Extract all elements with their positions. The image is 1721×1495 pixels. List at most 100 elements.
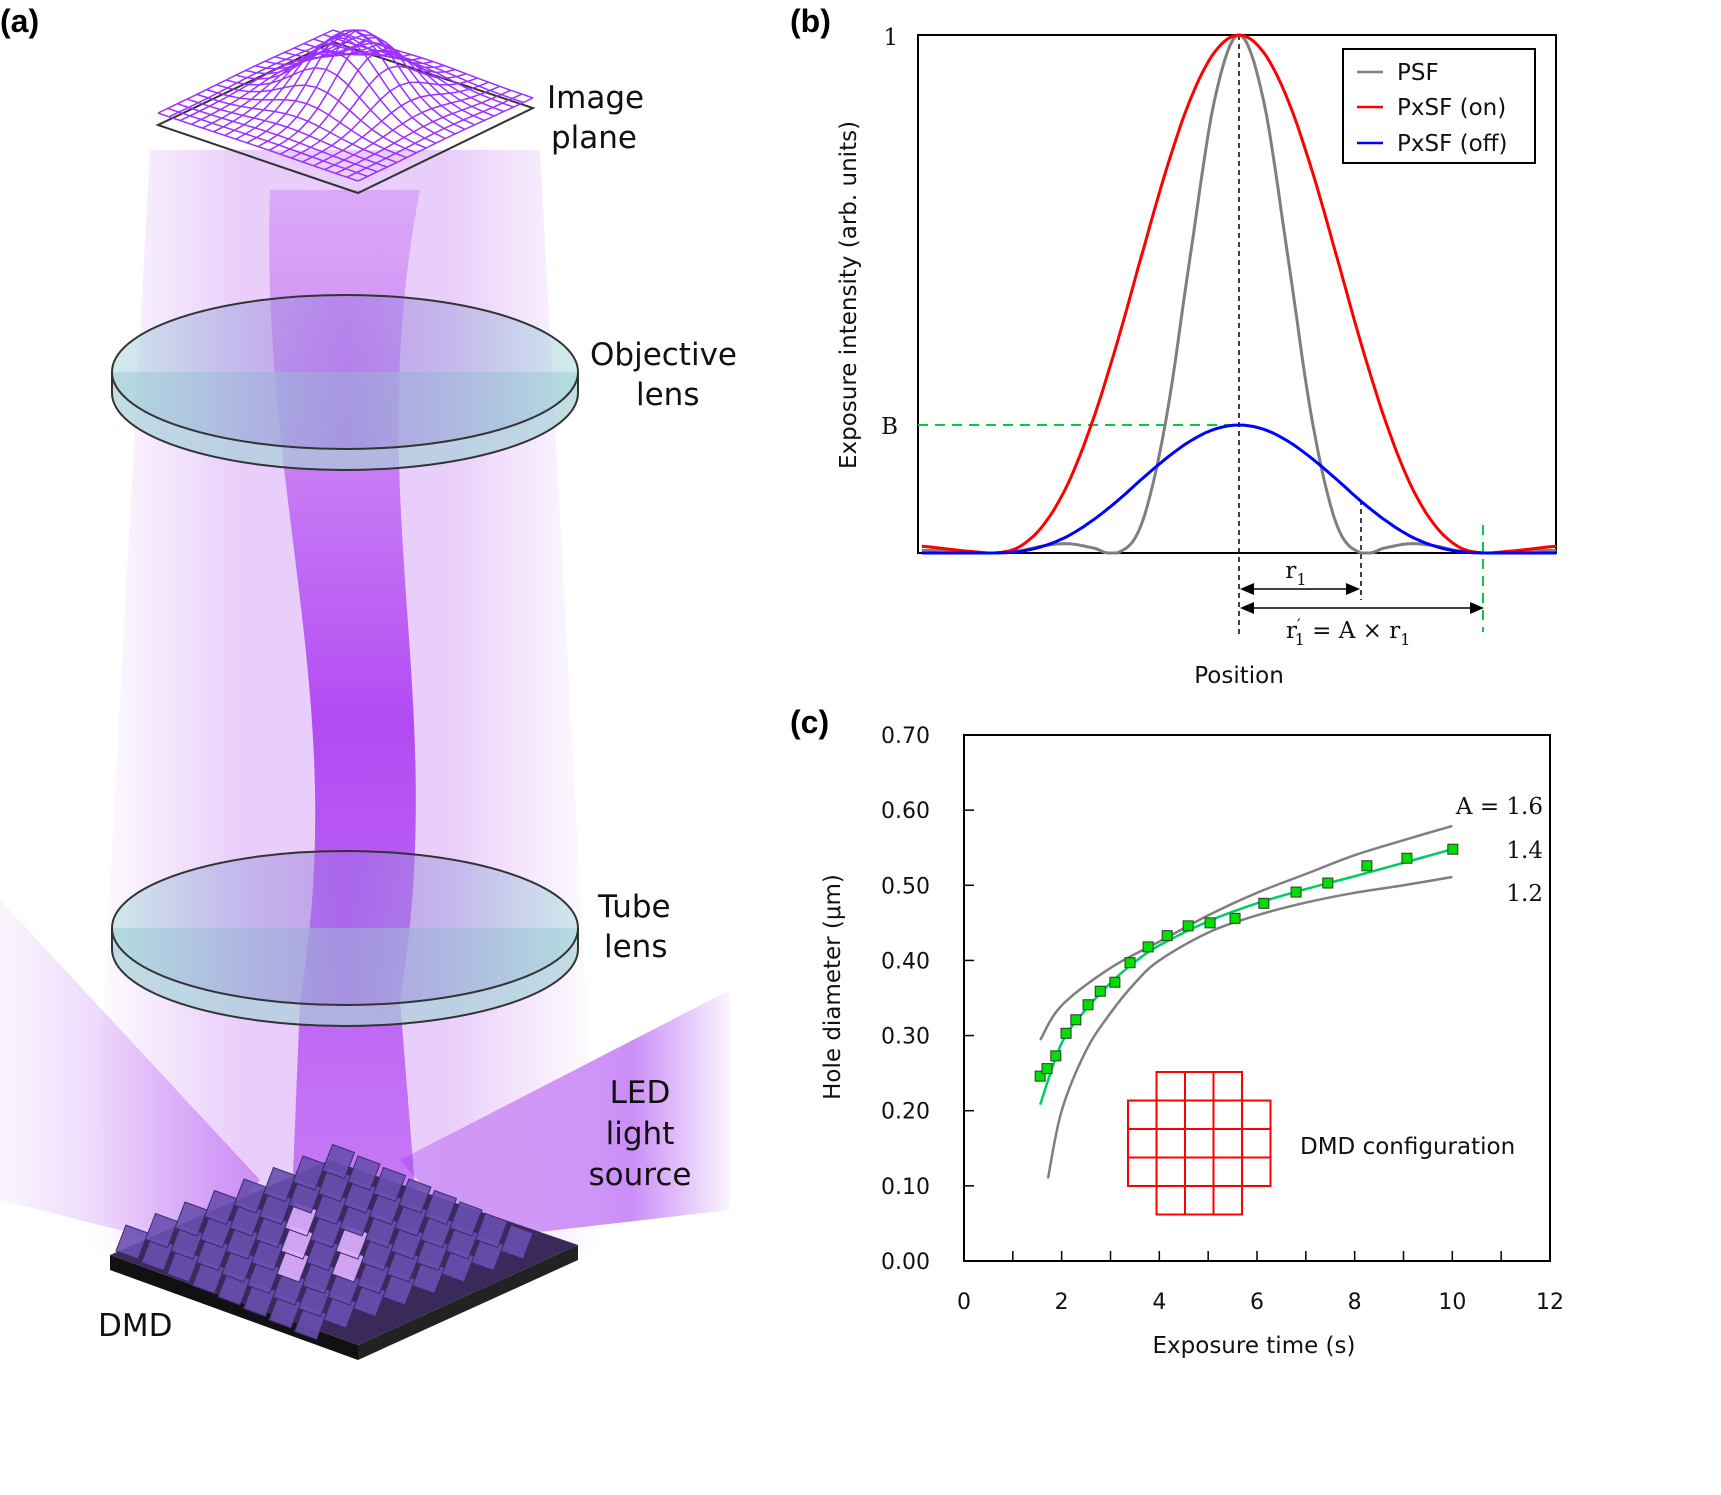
intensity-mesh bbox=[157, 29, 534, 182]
ytick-label: 0.00 bbox=[881, 1250, 930, 1275]
mesh-line bbox=[324, 85, 500, 171]
xtick-label: 4 bbox=[1152, 1290, 1166, 1315]
tube-lens bbox=[111, 850, 579, 1027]
mesh-line bbox=[346, 93, 523, 178]
mesh-line bbox=[357, 97, 534, 182]
dmd-pixel bbox=[1212, 1071, 1243, 1102]
dmd-pixel bbox=[1127, 1128, 1158, 1159]
dmd-pixel bbox=[1127, 1156, 1158, 1187]
data-point bbox=[1322, 877, 1334, 889]
label-text: Image bbox=[547, 80, 644, 116]
xtick-label: 12 bbox=[1536, 1290, 1564, 1315]
series-label-a16: A = 1.6 bbox=[1455, 794, 1543, 820]
panel-label-a: (a) bbox=[0, 3, 39, 39]
data-point bbox=[1401, 852, 1413, 864]
x-axis-label-b: Position bbox=[1194, 663, 1284, 689]
data-point bbox=[1229, 912, 1241, 924]
label-text: lens bbox=[604, 929, 667, 965]
annotation-r1-prime: r′ 1 = A × r1 bbox=[1240, 602, 1484, 649]
data-point bbox=[1258, 897, 1270, 909]
label-text: source bbox=[589, 1157, 692, 1193]
data-point bbox=[1041, 1063, 1053, 1075]
measured-points bbox=[1034, 843, 1459, 1082]
panel-c-chart: (c) 0.00 0.10 0.20 0.30 0.40 0.50 0.60 0.70 0 2 4 6… bbox=[790, 704, 1564, 1359]
data-point bbox=[1109, 976, 1121, 988]
arrowhead bbox=[1470, 602, 1484, 614]
xtick-label: 10 bbox=[1438, 1290, 1466, 1315]
ytick-label-1: 1 bbox=[883, 25, 898, 51]
xtick-label: 6 bbox=[1250, 1290, 1264, 1315]
series-lines-b bbox=[921, 33, 1557, 555]
dmd-pixel bbox=[1184, 1099, 1215, 1130]
dmd-pixel bbox=[1212, 1099, 1243, 1130]
dmd-mirror-off bbox=[347, 1155, 381, 1191]
guides-b bbox=[918, 35, 1484, 638]
dmd-pixel bbox=[1212, 1156, 1243, 1187]
label-dmd: DMD bbox=[98, 1308, 173, 1344]
data-point bbox=[1094, 985, 1106, 997]
dmd-pixel bbox=[1155, 1128, 1186, 1159]
ytick-label: 0.50 bbox=[881, 874, 930, 899]
series-label-a14: 1.4 bbox=[1506, 838, 1543, 864]
dmd-mirror-off bbox=[398, 1178, 432, 1214]
label-text: Tube bbox=[597, 889, 671, 925]
data-point bbox=[1142, 941, 1154, 953]
series-line-pxsf-on bbox=[921, 33, 1557, 555]
dmd-mirror-off bbox=[423, 1189, 458, 1226]
data-point bbox=[1161, 930, 1173, 942]
dmd-pixel bbox=[1241, 1156, 1272, 1187]
label-image-plane: Image plane bbox=[547, 80, 644, 156]
series-line-a-1-6 bbox=[1039, 824, 1453, 1041]
mesh-line bbox=[323, 33, 524, 104]
led-light-right bbox=[400, 990, 730, 1240]
dmd-mirror-off bbox=[321, 1143, 356, 1180]
label-text: light bbox=[606, 1116, 675, 1152]
series-label-a12: 1.2 bbox=[1506, 881, 1543, 907]
legend-label-pxsf-on: PxSF (on) bbox=[1397, 95, 1506, 121]
series-lines-c bbox=[1038, 824, 1453, 1179]
dmd-pixel bbox=[1241, 1099, 1272, 1130]
data-point bbox=[1034, 1070, 1046, 1082]
data-point bbox=[1050, 1050, 1062, 1062]
data-point bbox=[1361, 860, 1373, 872]
dmd-mirror-off bbox=[500, 1224, 534, 1260]
label-led-source: LED light source bbox=[589, 1075, 692, 1193]
dmd-pixel bbox=[1184, 1071, 1215, 1102]
panel-label-b: (b) bbox=[790, 3, 831, 39]
dmd-mirror-off bbox=[474, 1212, 509, 1249]
panel-label-c: (c) bbox=[790, 704, 829, 740]
mesh-line bbox=[332, 29, 534, 99]
dmd-pixel bbox=[1127, 1099, 1158, 1130]
label-tube-lens: Tube lens bbox=[597, 889, 671, 965]
data-point bbox=[1447, 843, 1459, 855]
axes-c: 0.00 0.10 0.20 0.30 0.40 0.50 0.60 0.70 0 2 4 6 8 10 1… bbox=[881, 724, 1564, 1315]
dmd-pixel bbox=[1184, 1156, 1215, 1187]
panel-b-chart: (b) 1 B Exposure intensity (arb. units) … bbox=[790, 3, 1557, 689]
xtick-label: 2 bbox=[1055, 1290, 1069, 1315]
dmd-chip bbox=[110, 1143, 578, 1360]
data-point bbox=[1204, 917, 1216, 929]
dmd-pixel bbox=[1155, 1071, 1186, 1102]
inset-label: DMD configuration bbox=[1300, 1134, 1515, 1160]
label-text: lens bbox=[636, 377, 699, 413]
dmd-pixel bbox=[1155, 1099, 1186, 1130]
ytick-label: 0.30 bbox=[881, 1025, 930, 1050]
y-axis-label-b: Exposure intensity (arb. units) bbox=[836, 121, 862, 469]
dmd-pixel bbox=[1212, 1128, 1243, 1159]
legend-label-psf: PSF bbox=[1397, 60, 1439, 86]
dmd-pixel bbox=[1212, 1185, 1243, 1216]
objective-lens bbox=[111, 294, 579, 471]
dmd-pixel bbox=[1184, 1185, 1215, 1216]
series-line-a-1-4-fit bbox=[1038, 848, 1453, 1106]
mesh-line bbox=[313, 38, 514, 108]
label-text: Objective bbox=[590, 337, 737, 373]
dmd-pixel bbox=[1155, 1156, 1186, 1187]
y-axis-label-c: Hole diameter (μm) bbox=[820, 874, 846, 1100]
mesh-line bbox=[335, 89, 512, 175]
dmd-configuration-inset bbox=[1127, 1071, 1272, 1216]
dmd-mirror-off bbox=[372, 1166, 407, 1203]
label-text: LED bbox=[610, 1075, 671, 1111]
arrowhead bbox=[1240, 602, 1254, 614]
legend-b: PSF PxSF (on) PxSF (off) bbox=[1342, 48, 1536, 164]
